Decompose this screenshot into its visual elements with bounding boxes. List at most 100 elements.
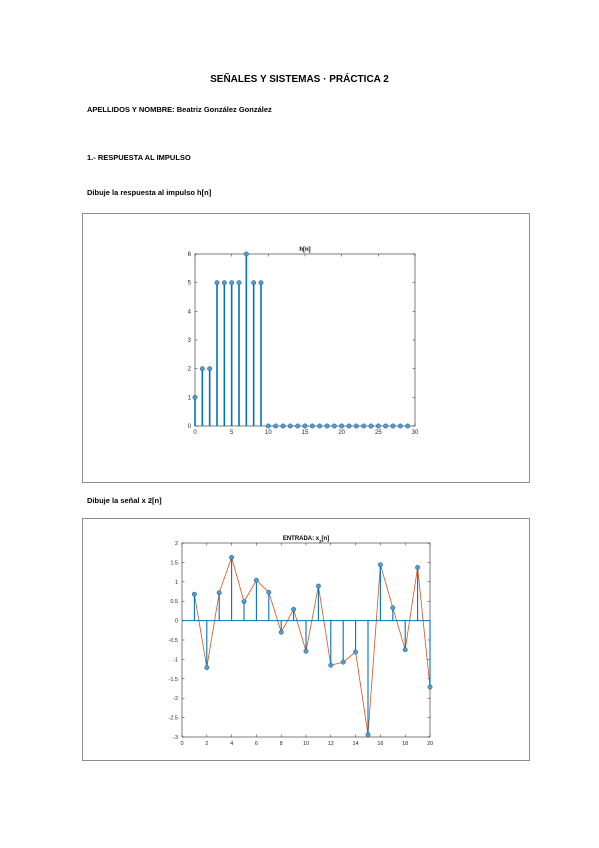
stem-marker: [328, 662, 334, 668]
stem-marker: [365, 732, 371, 738]
stem-marker: [390, 423, 396, 429]
x-tick-label: 8: [280, 741, 283, 747]
stem-marker: [302, 423, 308, 429]
y-tick-label: 0.5: [170, 599, 178, 605]
stem-marker: [340, 659, 346, 665]
stem-marker: [278, 629, 284, 635]
stem-marker: [280, 423, 286, 429]
y-tick-label: 1.5: [170, 560, 178, 566]
stem-marker: [415, 564, 421, 570]
y-tick-label: 2: [188, 367, 192, 373]
figure-frame-2: 0 2 4 6 8 10 12 14 16 18 20 -3 -2.5 -2 -1.5 -1 -0.5 0 0.5 1…: [82, 518, 530, 761]
stem-marker: [216, 590, 222, 596]
y-tick-label: -2.5: [169, 716, 178, 722]
x-tick-label: 20: [427, 741, 433, 747]
stem-marker: [291, 606, 297, 612]
stem-marker: [236, 280, 242, 286]
series-line: [194, 556, 431, 735]
x-tick-label: 4: [230, 741, 233, 747]
y-tick-label: 0: [188, 424, 192, 430]
stem-marker: [397, 423, 403, 429]
stem-marker: [346, 423, 352, 429]
stem-marker: [377, 562, 383, 568]
chart-title: h[n]: [299, 247, 310, 253]
author-line: APELLIDOS Y NOMBRE: Beatriz González Gon…: [87, 105, 272, 114]
stem-marker: [273, 423, 279, 429]
stem-marker: [258, 280, 264, 286]
x-tick-label: 2: [205, 741, 208, 747]
stem-marker: [229, 280, 235, 286]
x-tick-label: 10: [303, 741, 309, 747]
input-signal-chart: 0 2 4 6 8 10 12 14 16 18 20-3-2.5-2-1.5-1-0.500.51…: [169, 536, 434, 747]
stem-marker: [427, 684, 433, 690]
y-tick-label: 0: [175, 619, 178, 625]
stem-marker: [204, 665, 210, 670]
stem-marker: [339, 423, 345, 429]
x-tick-label: 12: [328, 741, 334, 747]
section-heading: 1.- RESPUESTA AL IMPULSO: [87, 153, 191, 162]
stem-marker: [251, 280, 257, 286]
question-1: Dibuje la respuesta al impulso h[n]: [87, 188, 212, 197]
y-tick-label: -0.5: [169, 638, 178, 644]
stem-marker: [375, 423, 381, 429]
stem-marker: [315, 583, 321, 589]
stem-marker: [287, 423, 293, 429]
stem-marker: [221, 280, 227, 286]
y-tick-label: -1.5: [169, 677, 178, 683]
y-tick-label: 6: [188, 252, 192, 258]
stem-marker: [191, 591, 197, 597]
x-tick-label: 5: [230, 430, 234, 436]
x-tick-label: 10: [265, 430, 272, 436]
question-2: Dibuje la señal x 2[n]: [87, 496, 162, 505]
y-tick-label: -3: [173, 735, 178, 741]
stem-marker: [317, 423, 323, 429]
y-tick-label: 5: [188, 281, 192, 287]
author-label: APELLIDOS Y NOMBRE:: [87, 105, 175, 114]
stem-marker: [368, 423, 374, 429]
y-tick-label: -1: [173, 657, 178, 663]
y-tick-label: -2: [173, 696, 178, 702]
figure-frame-1: 0 5 10 15 20 25 30 0 1 2 3 4 5 6 h[n]: [82, 213, 530, 483]
stem-marker: [309, 423, 315, 429]
y-tick-label: 1: [175, 580, 178, 586]
x-tick-label: 15: [302, 430, 309, 436]
stem-marker: [207, 366, 213, 372]
y-tick-label: 1: [188, 395, 192, 401]
stem-marker: [402, 647, 408, 653]
x-tick-label: 14: [353, 741, 359, 747]
stem-marker: [214, 280, 220, 286]
document-title: SEÑALES Y SISTEMAS · PRÁCTICA 2: [210, 74, 389, 85]
x-tick-label: 18: [402, 741, 408, 747]
stem-marker: [303, 648, 309, 654]
stem-marker: [405, 423, 411, 429]
stem-marker: [324, 423, 330, 429]
stem-marker: [243, 251, 249, 257]
stem-marker: [253, 577, 259, 583]
x-tick-label: 20: [338, 430, 345, 436]
stem-marker: [353, 649, 359, 655]
y-tick-label: 3: [188, 338, 192, 344]
stem-marker: [265, 423, 271, 429]
stem-marker: [390, 605, 396, 611]
x-tick-label: 0: [193, 430, 197, 436]
x-tick-label: 16: [377, 741, 383, 747]
y-tick-label: 4: [188, 309, 192, 315]
stem-marker: [353, 423, 359, 429]
y-tick-label: 2: [175, 541, 178, 547]
stem-marker: [295, 423, 301, 429]
x-tick-label: 25: [375, 430, 382, 436]
stem-marker: [361, 423, 367, 429]
stem-marker: [192, 394, 198, 400]
author-name: Beatriz González González: [176, 105, 272, 114]
x-tick-label: 30: [412, 430, 419, 436]
stem-marker: [229, 554, 235, 560]
impulse-response-chart: 0 5 10 15 20 25 30 0 1 2 3 4 5 6 h[n]: [188, 247, 419, 436]
x-tick-label: 6: [255, 741, 258, 747]
stem-marker: [331, 423, 337, 429]
stem-marker: [383, 423, 389, 429]
plot-area: [194, 253, 416, 427]
x-tick-label: 0: [180, 741, 183, 747]
stem-marker: [199, 366, 205, 372]
stem-marker: [266, 589, 272, 595]
chart-title: ENTRADA: x2[n]: [283, 536, 329, 544]
